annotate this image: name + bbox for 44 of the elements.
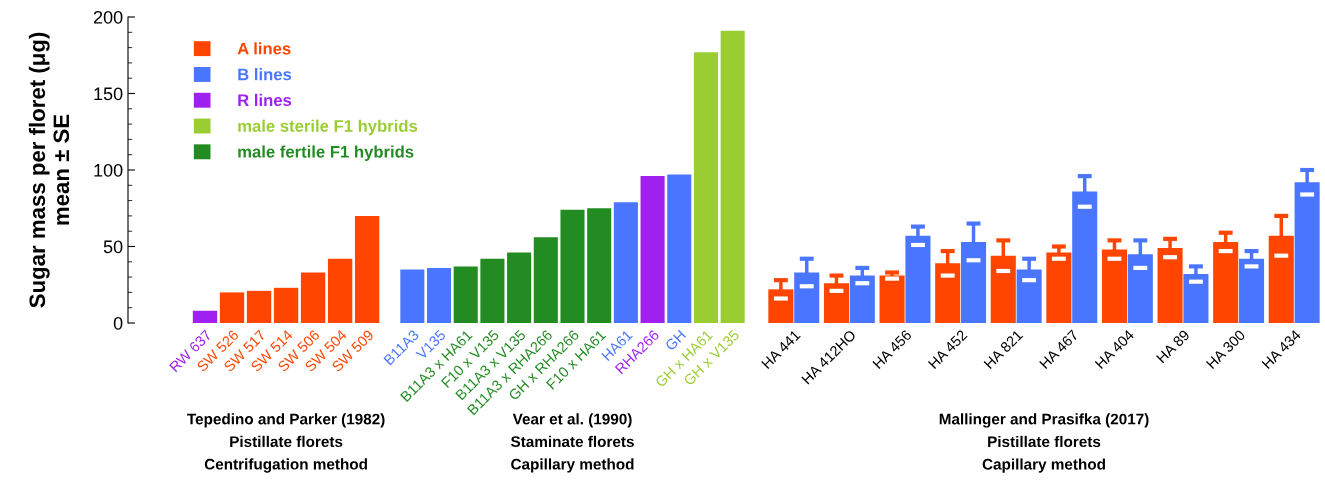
x-tick-label: HA 467 [1039, 329, 1079, 370]
text: Mallinger and Prasifka (2017) Pistillate florets Capillary method [939, 413, 1149, 473]
legend-label: male fertile F1 hybrids [238, 145, 414, 161]
y-axis-title: Sugar mass per floret (μg) mean ± SE [28, 32, 70, 308]
bar [693, 52, 718, 323]
bar [560, 209, 585, 323]
bar [533, 237, 558, 323]
bar [427, 267, 452, 323]
bar [219, 292, 245, 323]
legend-label: B lines [238, 68, 292, 81]
x-tick-label: HA 821 [983, 329, 1024, 370]
bar [192, 310, 218, 323]
legend-label: male sterile F1 hybrids [238, 119, 418, 136]
x-tick-label: HA 300 [1205, 329, 1246, 370]
bar [587, 208, 612, 323]
bar [640, 176, 665, 323]
legend-label: A lines [237, 42, 291, 55]
y-tick-label: 150 [94, 87, 123, 101]
x-tick-label: HA 456 [872, 329, 913, 370]
x-tick-label: HA 452 [927, 329, 968, 370]
bar [507, 252, 532, 323]
x-tick-label: HA 441 [761, 329, 801, 370]
legend-label: R lines [238, 93, 292, 107]
x-tick-label: HA 89 [1156, 329, 1191, 364]
x-tick-label: HA 434 [1261, 329, 1302, 370]
bar [1046, 252, 1072, 323]
y-tick-label: 100 [94, 163, 123, 177]
y-tick-label: 200 [93, 10, 123, 24]
y-tick-label: 50 [103, 240, 123, 254]
bar [300, 272, 326, 323]
bar [613, 202, 638, 323]
text: Vear et al. (1990) Staminate florets Capillary method [510, 413, 634, 473]
bar [480, 258, 505, 323]
bar [400, 269, 425, 323]
bar [667, 174, 692, 323]
y-tick-label: 0 [113, 316, 123, 330]
x-tick-label: HA 404 [1094, 329, 1135, 370]
bar [720, 30, 745, 323]
bar [453, 266, 478, 323]
bar [327, 258, 353, 323]
bar [273, 287, 299, 323]
bar [246, 290, 272, 323]
bar [354, 215, 380, 323]
text: Tepedino and Parker (1982) Pistillate florets Centrifugation method [187, 413, 385, 473]
